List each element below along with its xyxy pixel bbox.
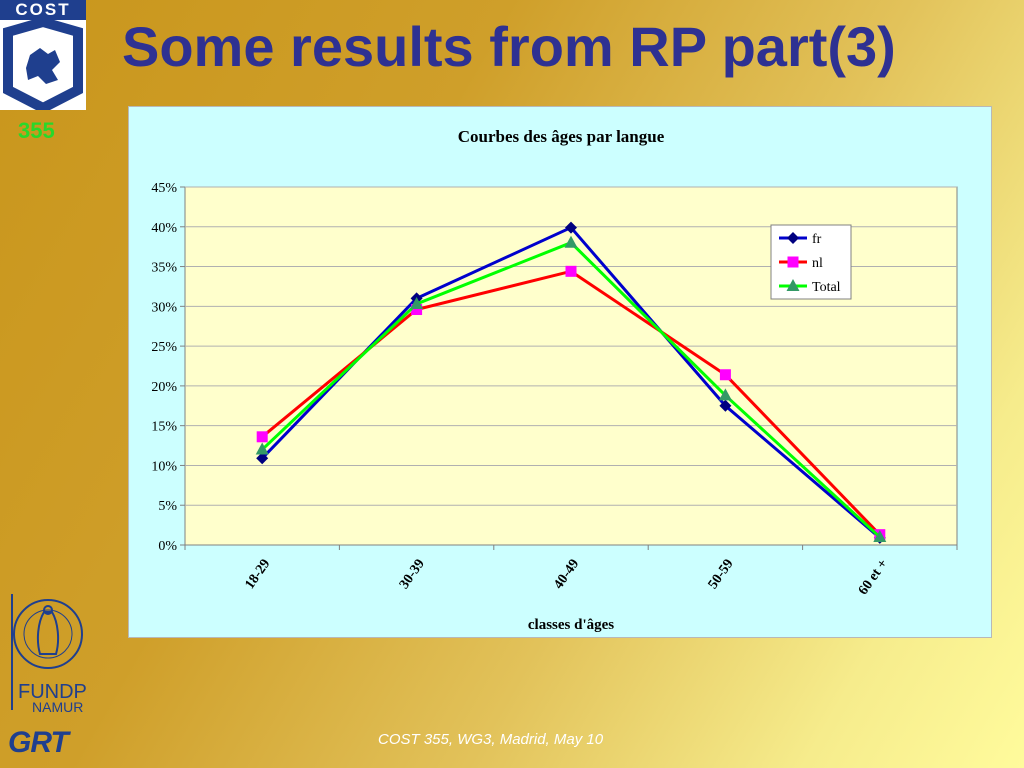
data-point	[718, 388, 732, 401]
legend-marker	[787, 256, 799, 268]
data-point	[256, 452, 269, 465]
x-tick-label: 30-39	[397, 557, 428, 592]
data-point	[410, 296, 424, 309]
data-point	[565, 265, 577, 277]
y-tick-label: 30%	[151, 300, 177, 315]
x-tick-label: 40-49	[551, 557, 582, 592]
legend-label: fr	[812, 232, 822, 247]
y-tick-label: 10%	[151, 459, 177, 474]
x-tick-label: 50-59	[706, 557, 737, 592]
institution-city: NAMUR	[32, 699, 84, 715]
y-tick-label: 5%	[158, 499, 177, 514]
y-tick-label: 15%	[151, 420, 177, 435]
data-point	[255, 442, 269, 455]
legend-marker	[787, 232, 799, 244]
series-layer	[255, 221, 887, 544]
data-point	[256, 431, 268, 443]
y-tick-label: 25%	[151, 340, 177, 355]
x-tick-label: 60 et +	[856, 557, 891, 598]
data-point	[411, 304, 423, 316]
chart-area: Courbes des âges par langue 0% 5% 10% 15% 20…	[128, 106, 992, 638]
y-tick-label: 20%	[151, 380, 177, 395]
series-total	[255, 235, 887, 543]
line-chart: Courbes des âges par langue 0% 5% 10% 15% 20…	[151, 127, 958, 633]
slide-title: Some results from RP part(3)	[122, 15, 896, 78]
europe-map-icon	[3, 20, 83, 110]
legend-marker	[786, 279, 800, 291]
data-point	[719, 369, 731, 381]
x-axis-label: classes d'âges	[528, 617, 614, 633]
legend-label: Total	[812, 280, 841, 295]
data-point	[719, 399, 732, 412]
legend-label: nl	[812, 256, 823, 271]
institution-name: FUNDP	[18, 681, 87, 703]
slide-number: 355	[18, 118, 55, 143]
data-point	[873, 530, 887, 543]
grt-logo: GRT	[8, 726, 69, 759]
x-tick-label: 18-29	[242, 557, 273, 592]
y-tick-label: 45%	[151, 181, 177, 196]
y-tick-label: 35%	[151, 261, 177, 276]
fundp-seal-icon	[11, 594, 83, 710]
footer-text: COST 355, WG3, Madrid, May 10	[378, 731, 604, 748]
data-point	[564, 235, 578, 248]
y-tick-label: 0%	[158, 539, 177, 554]
y-tick-label: 40%	[151, 221, 177, 236]
cost-logo-text: COST	[0, 0, 86, 20]
chart-legend: fr nl Total	[770, 224, 852, 300]
data-point	[565, 221, 577, 234]
chart-title: Courbes des âges par langue	[458, 127, 665, 146]
cost-logo: COST	[0, 0, 86, 110]
